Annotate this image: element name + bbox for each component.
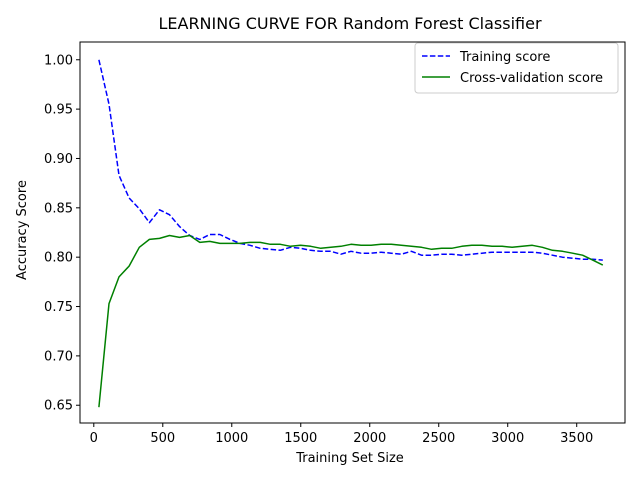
series-layer [98,59,604,408]
x-tick-label: 500 [150,431,175,446]
y-tick-label: 0.70 [44,349,73,364]
x-tick-label: 1000 [215,431,248,446]
x-tick-label: 0 [90,431,98,446]
y-tick-label: 0.65 [44,399,73,414]
y-tick-label: 0.95 [44,103,73,118]
y-axis: 0.65 0.70 0.75 0.80 0.85 0.90 0.95 1.00 [44,53,80,414]
x-axis-label: Training Set Size [295,451,404,466]
training-score-line [98,59,603,261]
x-tick-label: 1500 [284,431,317,446]
x-tick-label: 2000 [353,431,386,446]
y-tick-label: 0.80 [44,251,73,266]
x-tick-label: 3500 [560,431,593,446]
x-tick-label: 2500 [422,431,455,446]
plot-border [79,41,626,424]
legend-box [414,42,619,94]
cross-validation-score-line [98,234,604,408]
legend: Training score Cross-validation score [414,42,619,94]
legend-label-cv: Cross-validation score [460,71,603,86]
chart-title: LEARNING CURVE FOR Random Forest Classif… [158,14,541,33]
x-tick-label: 3000 [491,431,524,446]
y-tick-label: 0.85 [44,201,73,216]
plot-area [79,41,626,424]
y-axis-label: Accuracy Score [15,180,30,280]
y-tick-label: 0.75 [44,300,73,315]
y-tick-label: 1.00 [44,53,73,68]
x-axis: 0 500 1000 1500 2000 2500 3000 3500 [90,423,593,446]
legend-label-training: Training score [459,50,550,65]
y-tick-label: 0.90 [44,152,73,167]
